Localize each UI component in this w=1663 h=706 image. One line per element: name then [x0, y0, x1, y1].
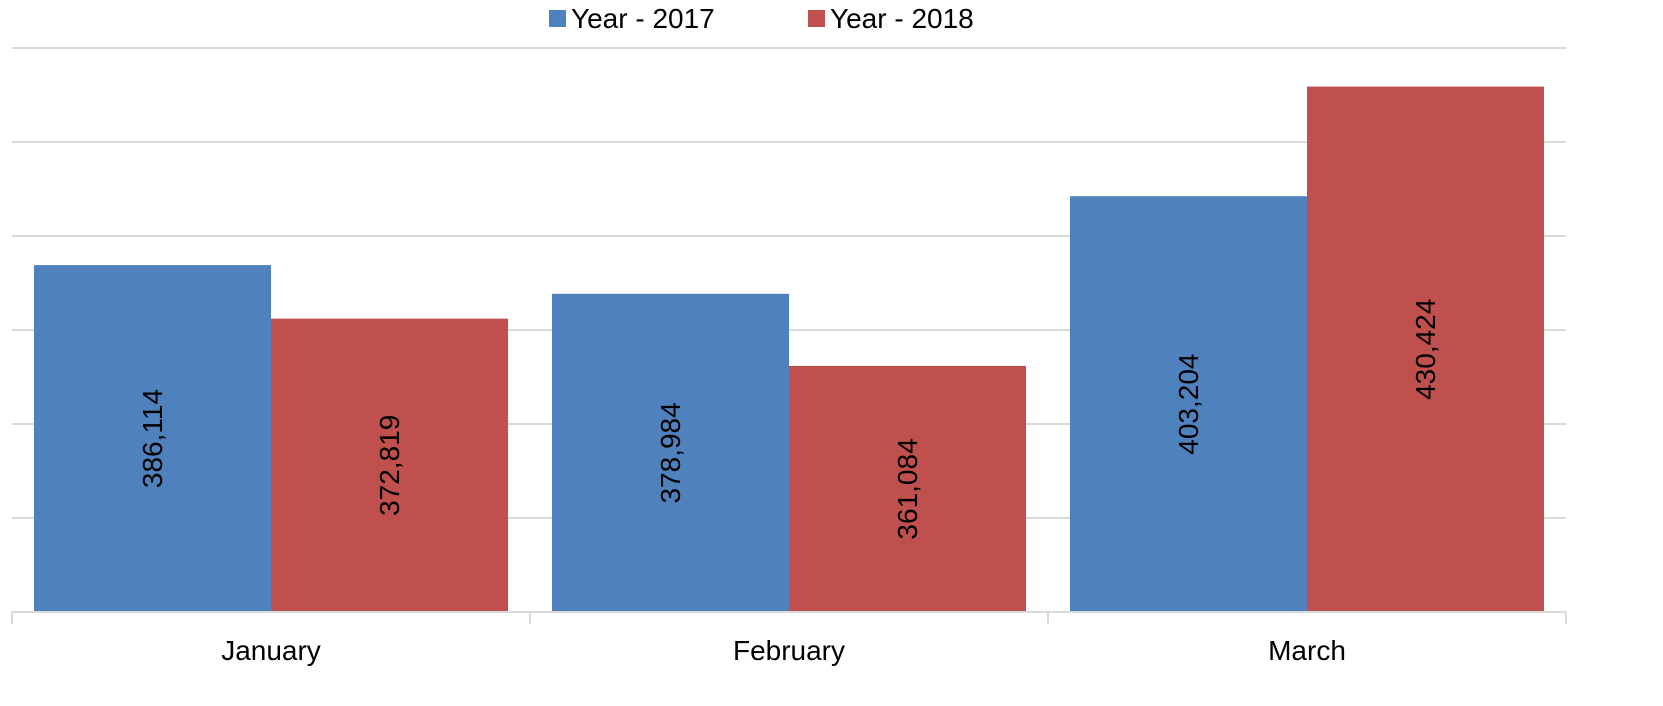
- data-label: 403,204: [1173, 354, 1204, 455]
- bar-february-series-1: [552, 293, 789, 612]
- bar-march-series-1: [1070, 196, 1307, 612]
- data-label: 378,984: [655, 402, 686, 503]
- data-label: 386,114: [137, 389, 168, 488]
- x-tick-label: February: [733, 635, 845, 666]
- data-label: 372,819: [374, 415, 405, 516]
- bar-january-series-2: [271, 318, 508, 612]
- legend: Year - 2017 Year - 2018: [549, 3, 974, 34]
- bar-january-series-1: [34, 265, 271, 612]
- x-axis: January February March: [11, 611, 1567, 666]
- data-label: 430,424: [1410, 299, 1441, 400]
- bars: [34, 86, 1544, 613]
- legend-swatch: [549, 10, 566, 27]
- data-label: 361,084: [892, 438, 923, 539]
- x-tick-label: January: [221, 635, 321, 666]
- bar-march-series-2: [1307, 86, 1544, 613]
- legend-label: Year - 2018: [830, 3, 974, 34]
- bar-february-series-2: [789, 365, 1026, 612]
- x-tick-label: March: [1268, 635, 1346, 666]
- legend-label: Year - 2017: [571, 3, 715, 34]
- legend-swatch: [808, 10, 825, 27]
- data-labels: 386,114 372,819 378,984 361,084 403,204 430,4…: [137, 299, 1441, 540]
